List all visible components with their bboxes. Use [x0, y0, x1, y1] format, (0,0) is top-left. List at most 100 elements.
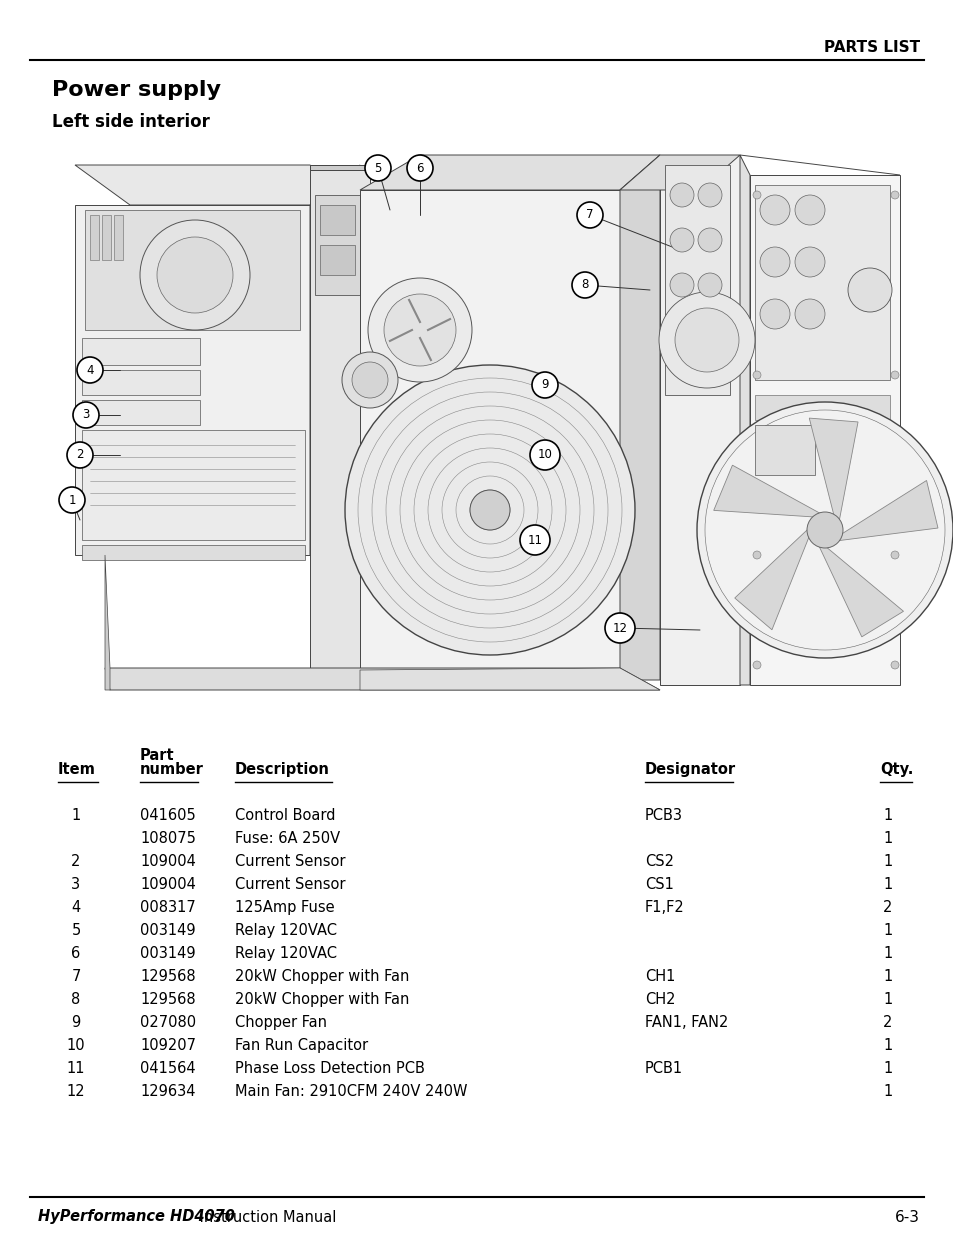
Circle shape — [345, 366, 635, 655]
Text: 10: 10 — [537, 448, 552, 462]
Circle shape — [470, 490, 510, 530]
Text: Designator: Designator — [644, 762, 736, 777]
Circle shape — [794, 195, 824, 225]
Circle shape — [675, 308, 739, 372]
Circle shape — [847, 268, 891, 312]
Text: Description: Description — [234, 762, 330, 777]
Text: 9: 9 — [71, 1015, 81, 1030]
Polygon shape — [105, 668, 659, 690]
Text: 2: 2 — [882, 1015, 892, 1030]
Bar — [102, 215, 111, 261]
Text: 4: 4 — [71, 900, 81, 915]
Text: 5: 5 — [374, 162, 381, 174]
Circle shape — [669, 273, 693, 296]
Circle shape — [752, 191, 760, 199]
Circle shape — [73, 403, 99, 429]
Text: 1: 1 — [882, 853, 892, 869]
Text: Relay 120VAC: Relay 120VAC — [234, 946, 336, 961]
Text: PARTS LIST: PARTS LIST — [823, 41, 919, 56]
Circle shape — [794, 247, 824, 277]
Text: Power supply: Power supply — [52, 80, 221, 100]
Circle shape — [572, 272, 598, 298]
Polygon shape — [734, 526, 811, 630]
Polygon shape — [319, 205, 355, 235]
Text: 12: 12 — [67, 1084, 85, 1099]
Text: 1: 1 — [882, 877, 892, 892]
Circle shape — [890, 551, 898, 559]
Text: CH1: CH1 — [644, 969, 675, 984]
Circle shape — [140, 220, 250, 330]
Circle shape — [532, 372, 558, 398]
Polygon shape — [832, 480, 937, 541]
Text: 1: 1 — [882, 923, 892, 939]
Text: 3: 3 — [71, 877, 80, 892]
Text: 10: 10 — [67, 1037, 85, 1053]
Text: Instruction Manual: Instruction Manual — [194, 1209, 336, 1224]
Text: 3: 3 — [82, 409, 90, 421]
Text: 20kW Chopper with Fan: 20kW Chopper with Fan — [234, 969, 409, 984]
Polygon shape — [664, 165, 729, 395]
Text: PCB1: PCB1 — [644, 1061, 682, 1076]
Text: 108075: 108075 — [140, 831, 195, 846]
Polygon shape — [359, 190, 619, 680]
Text: 125Amp Fuse: 125Amp Fuse — [234, 900, 335, 915]
Circle shape — [519, 525, 550, 555]
Circle shape — [760, 299, 789, 329]
Circle shape — [697, 403, 952, 658]
Text: 003149: 003149 — [140, 923, 195, 939]
Text: 1: 1 — [882, 946, 892, 961]
Polygon shape — [75, 165, 359, 205]
Circle shape — [352, 362, 388, 398]
Text: 1: 1 — [69, 494, 75, 506]
Circle shape — [752, 370, 760, 379]
Circle shape — [67, 442, 92, 468]
Circle shape — [577, 203, 602, 228]
Text: 2: 2 — [76, 448, 84, 462]
Polygon shape — [754, 185, 889, 380]
Circle shape — [890, 661, 898, 669]
Circle shape — [760, 247, 789, 277]
Text: 1: 1 — [71, 808, 81, 823]
Polygon shape — [319, 245, 355, 275]
Text: 20kW Chopper with Fan: 20kW Chopper with Fan — [234, 992, 409, 1007]
Polygon shape — [82, 338, 200, 366]
Text: 4: 4 — [86, 363, 93, 377]
Text: 6-3: 6-3 — [894, 1209, 919, 1224]
Text: Control Board: Control Board — [234, 808, 335, 823]
Text: Item: Item — [58, 762, 95, 777]
Text: 9: 9 — [540, 378, 548, 391]
Text: 041605: 041605 — [140, 808, 195, 823]
Text: Main Fan: 2910CFM 240V 240W: Main Fan: 2910CFM 240V 240W — [234, 1084, 467, 1099]
Polygon shape — [82, 400, 200, 425]
Text: number: number — [140, 762, 204, 777]
Polygon shape — [359, 156, 659, 190]
Text: 8: 8 — [580, 279, 588, 291]
Circle shape — [659, 291, 754, 388]
Polygon shape — [310, 165, 359, 555]
Text: CH2: CH2 — [644, 992, 675, 1007]
Circle shape — [794, 299, 824, 329]
Text: Left side interior: Left side interior — [52, 112, 210, 131]
Text: Part: Part — [140, 748, 174, 763]
Circle shape — [341, 352, 397, 408]
Circle shape — [704, 410, 944, 650]
Circle shape — [669, 183, 693, 207]
Circle shape — [77, 357, 103, 383]
Text: 11: 11 — [67, 1061, 85, 1076]
Bar — [113, 215, 123, 261]
Text: 1: 1 — [882, 808, 892, 823]
Polygon shape — [740, 156, 899, 175]
Text: CS2: CS2 — [644, 853, 673, 869]
Text: 7: 7 — [71, 969, 81, 984]
Text: 2: 2 — [882, 900, 892, 915]
Text: 6: 6 — [416, 162, 423, 174]
Polygon shape — [314, 195, 359, 295]
Polygon shape — [754, 395, 889, 420]
Circle shape — [368, 278, 472, 382]
Circle shape — [604, 613, 635, 643]
Text: 2: 2 — [71, 853, 81, 869]
Text: Fan Run Capacitor: Fan Run Capacitor — [234, 1037, 368, 1053]
Circle shape — [157, 237, 233, 312]
Text: 109004: 109004 — [140, 877, 195, 892]
Polygon shape — [713, 466, 824, 517]
